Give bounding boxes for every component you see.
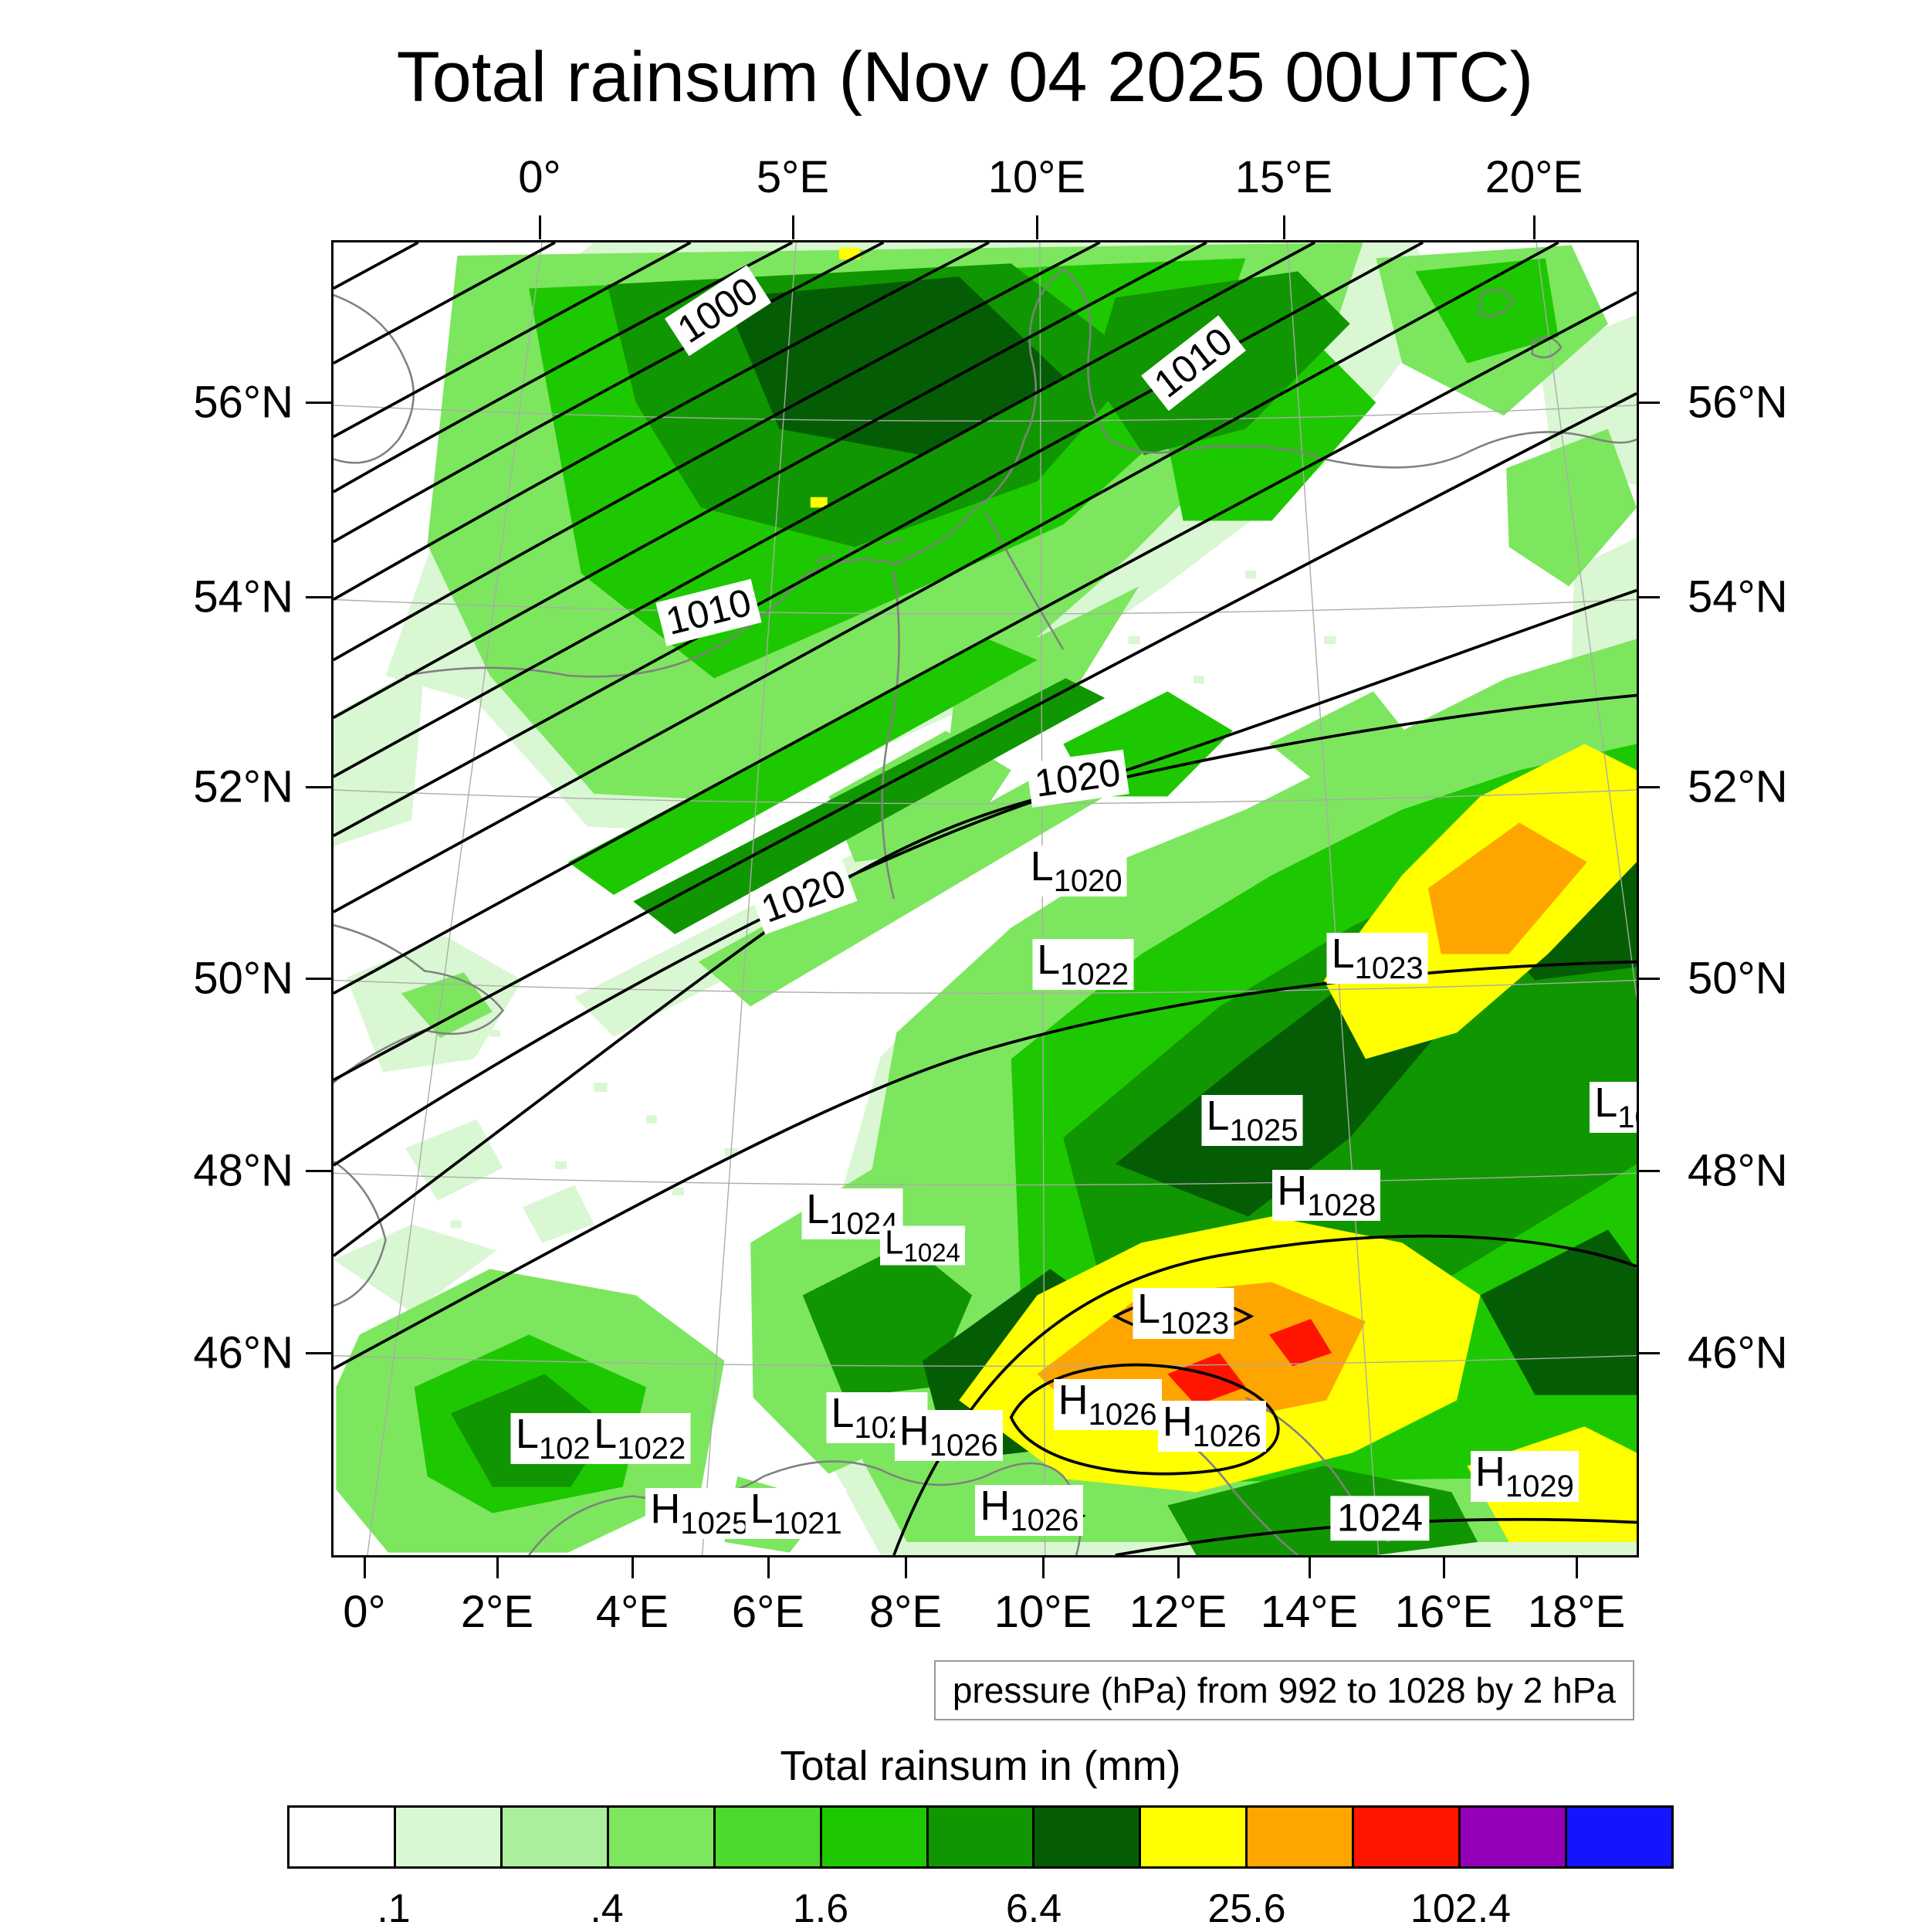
left-tick — [306, 402, 331, 404]
legend-tick-256: 25.6 — [1207, 1886, 1286, 1931]
bottom-tick — [1576, 1554, 1578, 1578]
bottom-axis-label-6e: 6°E — [731, 1587, 805, 1637]
pressure-center-h1026: H1026 — [1157, 1401, 1266, 1452]
coastlines — [334, 267, 1637, 1555]
legend-cell — [1461, 1808, 1568, 1866]
bottom-axis-label-10e: 10°E — [994, 1587, 1092, 1637]
bottom-axis-label-0: 0° — [343, 1587, 386, 1637]
pressure-caption: pressure (hPa) from 992 to 1028 by 2 hPa — [933, 1660, 1634, 1720]
right-tick — [1634, 1170, 1660, 1172]
page-title: Total rainsum (Nov 04 2025 00UTC) — [396, 38, 1534, 117]
pressure-center-l1025: L1025 — [1201, 1095, 1303, 1147]
top-axis-label-5e: 5°E — [756, 152, 830, 202]
weather-map: 1000 1010 1010 1020 1020 1024 L1020 L102… — [331, 240, 1639, 1557]
right-tick — [1634, 402, 1660, 404]
legend-cell — [715, 1808, 822, 1866]
left-tick — [306, 978, 331, 980]
left-tick — [306, 1170, 331, 1172]
pressure-center-h1028: H1028 — [1272, 1170, 1381, 1222]
legend-cell — [290, 1808, 396, 1866]
rainsum-colorbar — [287, 1805, 1674, 1869]
legend-cell — [821, 1808, 929, 1866]
bottom-axis-label-18e: 18°E — [1527, 1587, 1626, 1637]
pressure-center-clipped: L10 — [1590, 1082, 1637, 1134]
legend-cell — [1034, 1808, 1142, 1866]
pressure-center-h1026: H1026 — [894, 1410, 1003, 1462]
legend-cell — [1141, 1808, 1248, 1866]
legend-tick-1024: 102.4 — [1410, 1886, 1512, 1931]
top-axis-label-15e: 15°E — [1234, 152, 1333, 202]
bottom-axis-label-4e: 4°E — [595, 1587, 669, 1637]
legend-cell — [1567, 1808, 1671, 1866]
top-axis-label-0: 0° — [518, 152, 561, 202]
legend-cell — [928, 1808, 1035, 1866]
left-tick — [306, 786, 331, 788]
rain-map-canvas — [334, 242, 1637, 1555]
legend-cell — [1248, 1808, 1355, 1866]
bottom-tick — [905, 1554, 907, 1578]
pressure-center-h1029: H1029 — [1470, 1451, 1579, 1502]
legend-tick-64: 6.4 — [1005, 1886, 1062, 1931]
legend-tick-04: .4 — [590, 1886, 624, 1931]
left-tick — [306, 1352, 331, 1354]
pressure-center-l1022: L1022 — [1032, 939, 1134, 990]
pressure-center-h1026: H1026 — [1053, 1378, 1162, 1430]
left-tick — [306, 596, 331, 598]
bottom-tick — [364, 1554, 366, 1578]
right-axis-label-52n: 52°N — [1688, 761, 1788, 812]
right-tick — [1634, 596, 1660, 598]
right-tick — [1634, 1352, 1660, 1354]
contour-label-1024: 1024 — [1330, 1496, 1430, 1541]
right-tick — [1634, 978, 1660, 980]
top-tick — [1036, 215, 1038, 239]
left-axis-label-46n: 46°N — [193, 1327, 293, 1378]
right-axis-label-50n: 50°N — [1688, 953, 1788, 1004]
bottom-tick — [1309, 1554, 1311, 1578]
bottom-axis-label-16e: 16°E — [1394, 1587, 1493, 1637]
bottom-tick — [1042, 1554, 1045, 1578]
bottom-axis-label-14e: 14°E — [1260, 1587, 1359, 1637]
legend-tick-16: 1.6 — [792, 1886, 849, 1931]
right-axis-label-56n: 56°N — [1688, 377, 1788, 428]
right-tick — [1634, 786, 1660, 788]
pressure-center-l1021: L1021 — [745, 1487, 847, 1539]
pressure-center-l1023: L1023 — [1133, 1288, 1234, 1340]
legend-cell — [608, 1808, 716, 1866]
bottom-tick — [767, 1554, 770, 1578]
right-axis-label-48n: 48°N — [1688, 1145, 1788, 1196]
graticule-lines — [334, 242, 1637, 1555]
right-axis-label-54n: 54°N — [1688, 571, 1788, 622]
legend-title: Total rainsum in (mm) — [780, 1743, 1181, 1789]
bottom-tick — [1177, 1554, 1180, 1578]
legend-tick-01: .1 — [377, 1886, 411, 1931]
bottom-axis-label-12e: 12°E — [1129, 1587, 1227, 1637]
legend-cell — [502, 1808, 609, 1866]
pressure-center-l1020: L1020 — [1025, 846, 1127, 897]
bottom-axis-label-8e: 8°E — [868, 1587, 943, 1637]
right-axis-label-46n: 46°N — [1688, 1327, 1788, 1378]
top-tick — [1533, 215, 1536, 239]
bottom-tick — [631, 1554, 634, 1578]
top-tick — [792, 215, 794, 239]
pressure-center-h1025: H1025 — [645, 1487, 754, 1539]
pressure-center-l1022: L1022 — [589, 1412, 691, 1464]
legend-cell — [395, 1808, 503, 1866]
top-axis-label-10e: 10°E — [987, 152, 1086, 202]
legend-cell — [1354, 1808, 1461, 1866]
left-axis-label-50n: 50°N — [193, 953, 293, 1004]
left-axis-label-56n: 56°N — [193, 377, 293, 428]
top-axis-label-20e: 20°E — [1485, 152, 1583, 202]
left-axis-label-52n: 52°N — [193, 761, 293, 812]
left-axis-label-54n: 54°N — [193, 571, 293, 622]
top-tick — [1283, 215, 1285, 239]
bottom-tick — [496, 1554, 499, 1578]
pressure-center-l1023: L1023 — [1326, 932, 1428, 984]
top-tick — [539, 215, 541, 239]
bottom-tick — [1443, 1554, 1445, 1578]
left-axis-label-48n: 48°N — [193, 1145, 293, 1196]
pressure-center-l1024-small: L1024 — [880, 1225, 965, 1266]
pressure-center-h1026: H1026 — [975, 1485, 1084, 1537]
bottom-axis-label-2e: 2°E — [460, 1587, 534, 1637]
